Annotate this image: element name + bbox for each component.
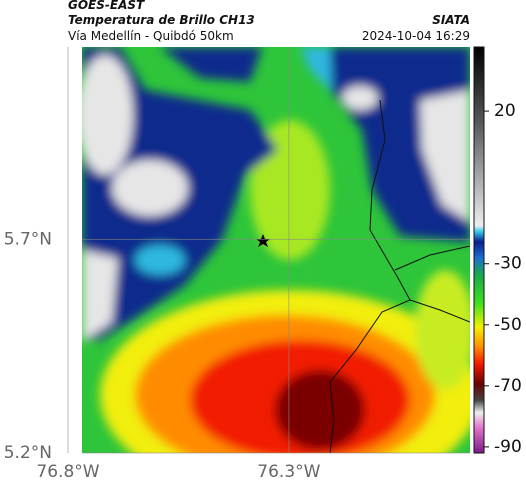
lon-tick-label: 76.3°W <box>257 462 320 482</box>
lat-tick-label: 5.2°N <box>4 443 52 463</box>
colorbar <box>473 46 485 454</box>
colorbar-tick-label: -30 <box>494 254 522 274</box>
colorbar-tick-label: -70 <box>494 376 522 396</box>
colorbar-tick-label: -50 <box>494 315 522 335</box>
colorbar-tick-label: 20 <box>494 101 516 121</box>
location: Vía Medellín - Quibdó 50km <box>68 29 234 43</box>
source: SIATA <box>432 13 470 27</box>
product: Temperatura de Brillo CH13 <box>68 13 255 27</box>
satellite: GOES-EAST <box>68 0 145 12</box>
datetime: 2024-10-04 16:29 <box>362 29 470 43</box>
colorbar-tick-label: -90 <box>494 437 522 457</box>
lat-tick-label: 5.7°N <box>4 229 52 249</box>
lon-tick-label: 76.8°W <box>36 462 99 482</box>
satellite-image <box>82 47 470 453</box>
